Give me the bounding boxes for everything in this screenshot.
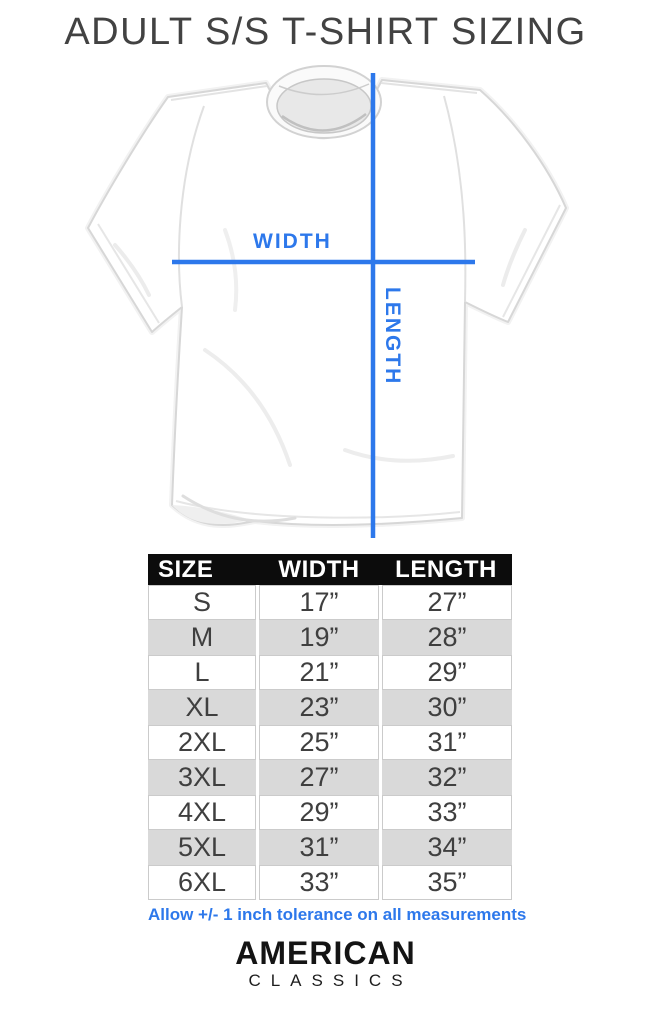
brand-subname: CLASSICS: [0, 971, 651, 991]
table-row: M 19” 28”: [148, 620, 512, 655]
length-cell: 29”: [382, 655, 512, 690]
length-cell: 35”: [382, 865, 512, 900]
length-cell: 28”: [382, 620, 512, 655]
length-cell: 32”: [382, 760, 512, 795]
size-cell: XL: [148, 690, 256, 725]
size-table: SIZE WIDTH LENGTH S 17” 27” M 19” 28” L …: [148, 554, 512, 900]
wrinkle: [343, 448, 455, 463]
right-armhole-seam: [443, 95, 467, 303]
length-cell: 27”: [382, 585, 512, 620]
length-cell: 31”: [382, 725, 512, 760]
collar-opening: [276, 78, 372, 134]
table-row: 6XL 33” 35”: [148, 865, 512, 900]
length-cell: 30”: [382, 690, 512, 725]
hem-fold-shadow: [181, 494, 297, 523]
width-cell: 21”: [259, 655, 379, 690]
right-cuff-seam: [502, 204, 561, 318]
left-armhole-seam: [178, 105, 205, 308]
table-row: XL 23” 30”: [148, 690, 512, 725]
size-table-header: SIZE WIDTH LENGTH: [148, 554, 512, 585]
size-cell: M: [148, 620, 256, 655]
left-shoulder-seam: [170, 85, 268, 101]
width-cell: 17”: [259, 585, 379, 620]
size-cell: S: [148, 585, 256, 620]
table-row: L 21” 29”: [148, 655, 512, 690]
page-title: ADULT S/S T-SHIRT SIZING: [64, 11, 587, 53]
width-cell: 29”: [259, 795, 379, 830]
brand-name: AMERICAN: [235, 935, 416, 971]
size-cell: L: [148, 655, 256, 690]
brand-logo: AMERICAN CLASSICS: [0, 936, 651, 991]
tshirt-graphic: [85, 65, 569, 538]
right-shoulder-seam: [380, 82, 478, 94]
length-cell: 33”: [382, 795, 512, 830]
width-cell: 33”: [259, 865, 379, 900]
wrinkle: [223, 228, 239, 312]
tolerance-note: Allow +/- 1 inch tolerance on all measur…: [148, 905, 527, 924]
size-table-body: S 17” 27” M 19” 28” L 21” 29” XL 23” 30”…: [148, 585, 512, 900]
width-cell: 25”: [259, 725, 379, 760]
table-row: S 17” 27”: [148, 585, 512, 620]
length-cell: 34”: [382, 830, 512, 865]
size-cell: 6XL: [148, 865, 256, 900]
size-cell: 3XL: [148, 760, 256, 795]
hem-fold: [172, 505, 251, 524]
size-cell: 4XL: [148, 795, 256, 830]
header-width: WIDTH: [278, 556, 360, 583]
sleeve-wrinkle: [501, 228, 527, 287]
collar-seam: [278, 83, 370, 96]
width-cell: 27”: [259, 760, 379, 795]
collar-inner-shadow: [281, 113, 367, 132]
table-row: 4XL 29” 33”: [148, 795, 512, 830]
wrinkle: [203, 348, 292, 467]
sleeve-wrinkle: [113, 243, 151, 297]
tshirt-diagram: WIDTH LENGTH: [55, 60, 595, 552]
header-size: SIZE: [158, 556, 214, 583]
width-label: WIDTH: [253, 230, 332, 253]
header-length: LENGTH: [395, 556, 497, 583]
hem-seam: [175, 500, 461, 519]
width-cell: 19”: [259, 620, 379, 655]
length-label: LENGTH: [381, 287, 404, 386]
brand-subname-text: CLASSICS: [248, 971, 413, 990]
table-row: 5XL 31” 34”: [148, 830, 512, 865]
size-cell: 5XL: [148, 830, 256, 865]
size-cell: 2XL: [148, 725, 256, 760]
shirt-outline: [87, 79, 567, 527]
width-cell: 31”: [259, 830, 379, 865]
table-row: 3XL 27” 32”: [148, 760, 512, 795]
left-cuff-seam: [97, 223, 160, 324]
width-cell: 23”: [259, 690, 379, 725]
table-row: 2XL 25” 31”: [148, 725, 512, 760]
